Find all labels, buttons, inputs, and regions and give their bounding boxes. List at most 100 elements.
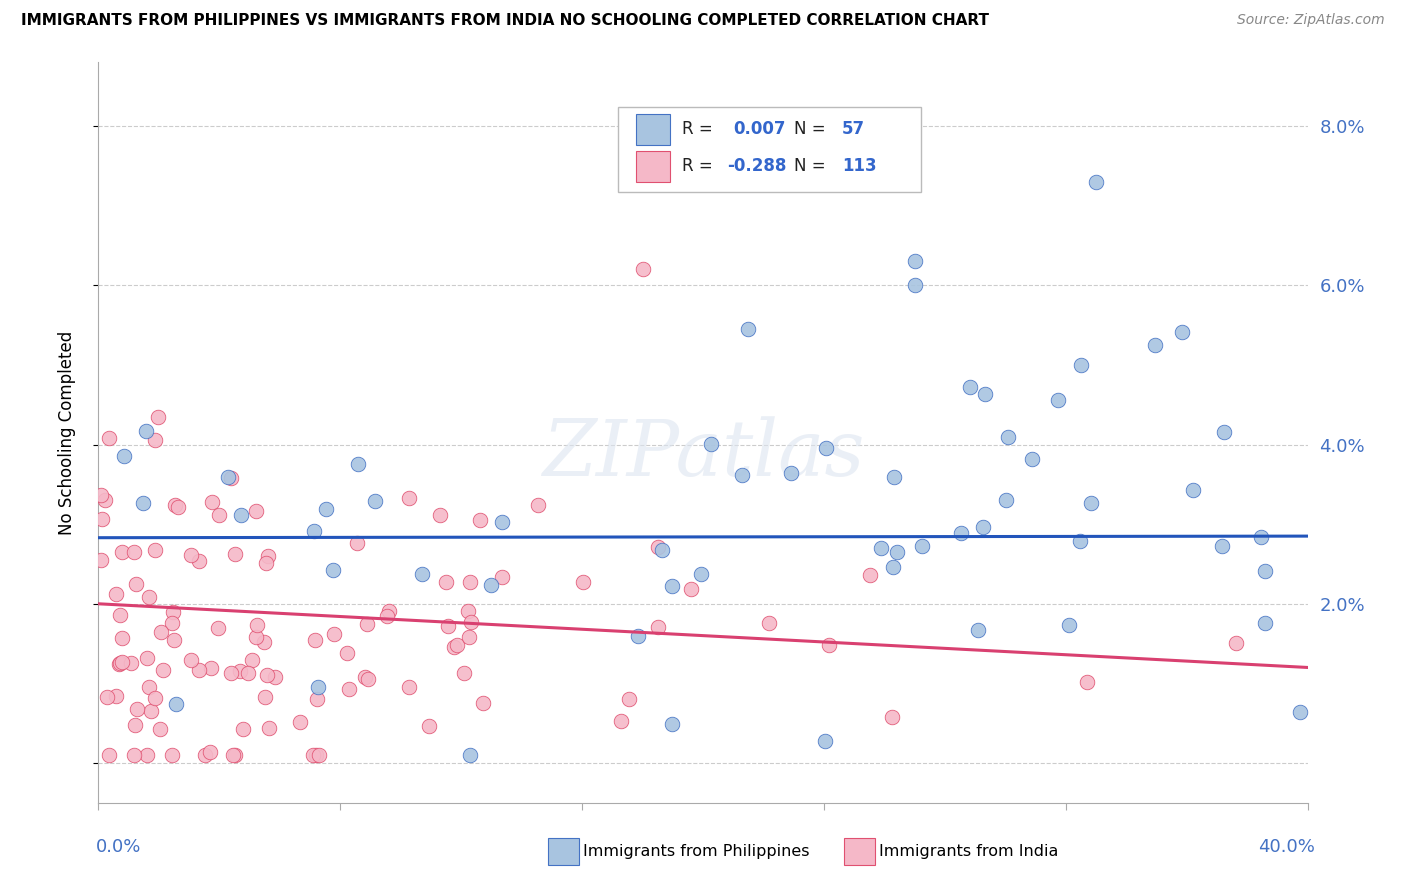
Point — [96, 690, 118, 705]
Point — [880, 710, 903, 724]
Point — [647, 540, 669, 554]
Point — [146, 410, 169, 425]
Point — [457, 604, 479, 618]
Point — [911, 539, 934, 553]
Point — [219, 666, 242, 681]
Point — [143, 691, 166, 706]
Point — [165, 697, 187, 711]
Point — [222, 747, 245, 762]
Point — [254, 557, 277, 571]
Point — [136, 651, 159, 665]
Point — [122, 545, 145, 559]
Point — [245, 630, 267, 644]
Point — [90, 553, 112, 567]
Point — [98, 747, 121, 762]
Point — [337, 682, 360, 697]
Point — [453, 665, 475, 680]
Point — [165, 499, 187, 513]
Point — [194, 747, 217, 762]
Text: 113: 113 — [842, 157, 877, 175]
Point — [288, 714, 311, 729]
Point — [135, 424, 157, 438]
Point — [527, 498, 550, 512]
Point — [904, 278, 927, 293]
Point — [973, 386, 995, 401]
Point — [323, 627, 346, 641]
Point — [959, 379, 981, 393]
Point — [398, 491, 420, 505]
Point — [307, 680, 329, 694]
Point — [411, 567, 433, 582]
Point — [949, 525, 972, 540]
Point — [219, 471, 242, 485]
Point — [886, 545, 908, 559]
Point — [200, 661, 222, 675]
Text: Source: ZipAtlas.com: Source: ZipAtlas.com — [1237, 13, 1385, 28]
Point — [207, 621, 229, 635]
Point — [356, 617, 378, 632]
Point — [995, 493, 1018, 508]
Point — [127, 701, 149, 715]
Point — [460, 615, 482, 629]
Point — [817, 638, 839, 652]
Point — [111, 655, 134, 669]
Point — [375, 608, 398, 623]
Point — [301, 747, 323, 762]
Point — [108, 656, 131, 670]
Point — [814, 734, 837, 748]
Point — [780, 466, 803, 480]
Point — [162, 605, 184, 619]
Point — [882, 560, 904, 574]
Text: 57: 57 — [842, 120, 865, 138]
Text: N =: N = — [793, 120, 831, 138]
Point — [304, 747, 326, 762]
Point — [1254, 564, 1277, 578]
Point — [966, 623, 988, 637]
Text: 40.0%: 40.0% — [1258, 838, 1315, 856]
Point — [132, 496, 155, 510]
Point — [1171, 325, 1194, 339]
Point — [125, 577, 148, 591]
Point — [471, 696, 494, 710]
Bar — [637, 113, 671, 145]
Point — [112, 449, 135, 463]
Point — [104, 587, 127, 601]
Y-axis label: No Schooling Completed: No Schooling Completed — [58, 331, 76, 534]
Point — [187, 554, 209, 568]
Point — [1076, 674, 1098, 689]
Point — [224, 547, 246, 561]
Point — [972, 520, 994, 534]
Point — [110, 545, 132, 559]
Point — [1080, 495, 1102, 509]
Point — [883, 470, 905, 484]
Point — [180, 652, 202, 666]
Point — [1250, 530, 1272, 544]
Point — [160, 747, 183, 762]
Point — [572, 574, 595, 589]
Point — [236, 666, 259, 681]
Text: Immigrants from India: Immigrants from India — [879, 845, 1059, 859]
Point — [1254, 616, 1277, 631]
Point — [149, 722, 172, 736]
Point — [229, 664, 252, 678]
Point — [94, 492, 117, 507]
Point — [1143, 338, 1166, 352]
Text: 0.007: 0.007 — [734, 120, 786, 138]
Point — [346, 536, 368, 550]
Point — [198, 745, 221, 759]
Point — [138, 681, 160, 695]
Point — [336, 646, 359, 660]
Point — [253, 690, 276, 704]
Point — [468, 513, 491, 527]
Point — [1070, 358, 1092, 372]
Point — [111, 631, 134, 645]
Point — [302, 524, 325, 538]
Point — [240, 653, 263, 667]
Point — [138, 590, 160, 604]
Point — [135, 747, 157, 762]
Point — [357, 672, 380, 686]
Point — [700, 436, 723, 450]
Point — [217, 470, 239, 484]
Point — [1069, 533, 1091, 548]
Point — [446, 638, 468, 652]
